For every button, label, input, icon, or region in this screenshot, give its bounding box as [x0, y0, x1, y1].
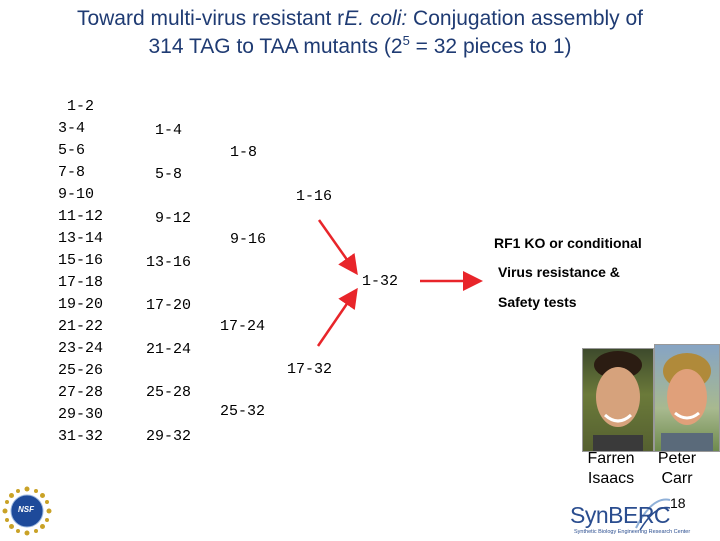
first-name: Peter [657, 450, 697, 467]
nsf-globe-icon [2, 486, 52, 536]
piece-label: 27-28 [58, 384, 104, 401]
portrait-photo-farren-isaacs [582, 348, 654, 452]
arrow-upper-to-final [317, 219, 358, 276]
person-name-farren-isaacs: Farren Isaacs [582, 449, 640, 489]
piece-label: 1-8 [230, 144, 258, 161]
piece-label: 9-16 [230, 231, 267, 248]
piece-label: 1-4 [155, 122, 183, 139]
last-name: Isaacs [587, 470, 635, 487]
synberc-swoosh-icon [635, 498, 671, 531]
piece-label: 15-16 [58, 252, 104, 269]
piece-label: 1-2 [67, 98, 95, 115]
nsf-logo-text: NSF [18, 505, 34, 514]
piece-label: 25-28 [146, 384, 192, 401]
slide-title-line-1: Toward multi-virus resistant rE. coli: C… [0, 5, 720, 33]
portrait-icon [593, 351, 643, 451]
final-assembly-label: 1-32 [362, 273, 399, 290]
synberc-logo: SynBERC Synthetic Biology Engineering Re… [566, 494, 718, 538]
arrow-lower-to-final [316, 287, 358, 347]
piece-label: 5-8 [155, 166, 183, 183]
piece-label: 25-32 [220, 403, 266, 420]
title-text: Toward multi-virus resistant r [76, 7, 345, 30]
title-text: 314 TAG to TAA mutants (2 [148, 35, 403, 58]
piece-label: 1-16 [296, 188, 333, 205]
outcome-label: Safety tests [498, 294, 577, 310]
title-superscript: 5 [402, 33, 410, 48]
piece-label: 19-20 [58, 296, 104, 313]
piece-label: 13-16 [146, 254, 192, 271]
piece-label: 17-20 [146, 297, 192, 314]
first-name: Farren [587, 450, 635, 467]
synberc-logo-text: SynBERC [570, 502, 671, 528]
last-name: Carr [661, 470, 693, 487]
piece-label: 13-14 [58, 230, 104, 247]
nsf-logo: NSF [2, 486, 52, 536]
page-number: 18 [670, 495, 686, 511]
title-italic: E. coli: [344, 7, 408, 30]
title-text: Conjugation assembly of [407, 7, 644, 30]
piece-label: 17-32 [287, 361, 333, 378]
piece-label: 25-26 [58, 362, 104, 379]
piece-label: 3-4 [58, 120, 86, 137]
piece-label: 23-24 [58, 340, 104, 357]
synberc-tagline: Synthetic Biology Engineering Research C… [574, 529, 691, 535]
piece-label: 5-6 [58, 142, 86, 159]
slide-title-line-2: 314 TAG to TAA mutants (25 = 32 pieces t… [0, 33, 720, 61]
piece-label: 21-24 [146, 341, 192, 358]
outcome-label: RF1 KO or conditional [494, 235, 642, 251]
piece-label: 7-8 [58, 164, 86, 181]
piece-label: 11-12 [58, 208, 104, 225]
outcome-label: Virus resistance & [498, 264, 620, 280]
piece-label: 29-32 [146, 428, 192, 445]
piece-label: 9-12 [155, 210, 192, 227]
portrait-icon [661, 353, 713, 451]
title-text: = 32 pieces to 1) [409, 35, 572, 58]
piece-label: 17-24 [220, 318, 266, 335]
portrait-photo-peter-carr [654, 344, 720, 452]
piece-label: 17-18 [58, 274, 104, 291]
piece-label: 9-10 [58, 186, 95, 203]
piece-label: 21-22 [58, 318, 104, 335]
person-name-peter-carr: Peter Carr [654, 449, 700, 489]
piece-label: 31-32 [58, 428, 104, 445]
piece-label: 29-30 [58, 406, 104, 423]
